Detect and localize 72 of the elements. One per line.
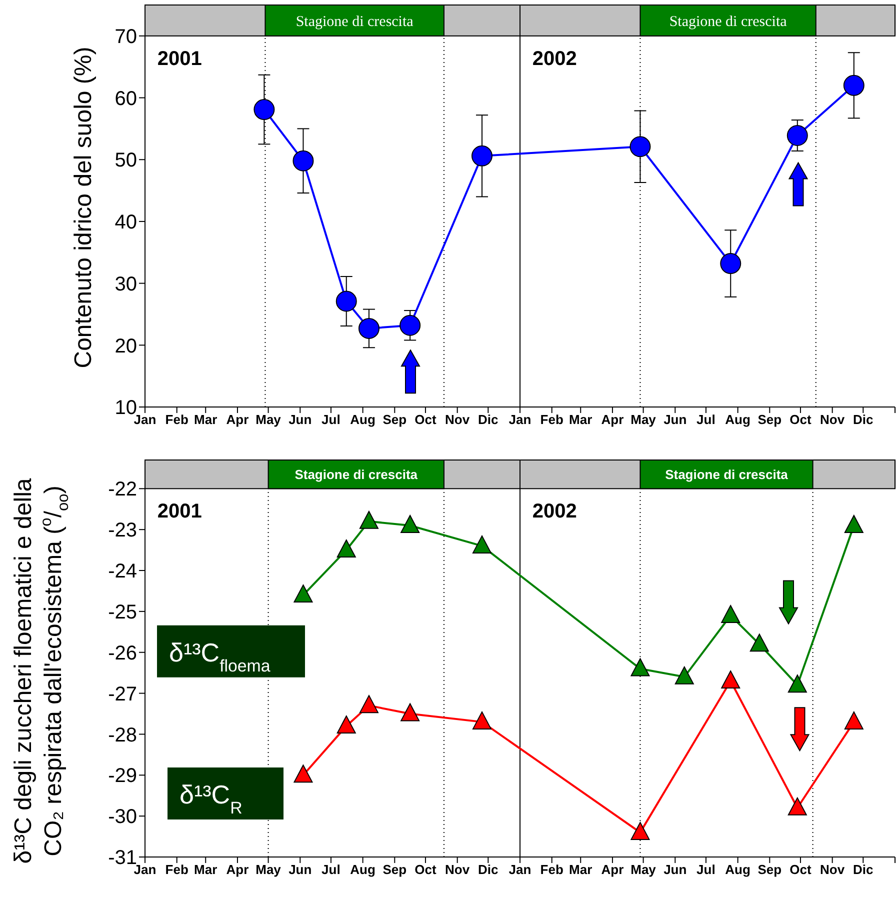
y-tick-label: 40 [114, 212, 137, 234]
annotation: Stagione di crescita [294, 466, 418, 482]
annotation: 2002 [532, 500, 577, 523]
x-tick-label: Nov [445, 412, 470, 428]
text: δ¹³C$_{R}$ [180, 779, 242, 817]
x-tick-label: Aug [350, 412, 376, 428]
x-tick-label: Apr [601, 862, 624, 878]
y-tick-label: -29 [108, 765, 137, 788]
y-tick-label: -23 [108, 520, 137, 542]
x-tick-label: Mar [194, 862, 218, 878]
series-label: δ¹³C$_{floema}$ [169, 637, 271, 675]
x-tick-label: Jul [696, 412, 716, 428]
x-tick-label: Mar [569, 862, 592, 878]
x-tick-label: Jun [664, 862, 687, 878]
x-tick-label: Oct [790, 862, 812, 878]
x-tick-label: Sep [758, 412, 782, 428]
x-tick-label: May [256, 412, 282, 428]
x-tick-label: Sep [382, 862, 407, 878]
x-tick-label: May [256, 862, 282, 878]
x-tick-label: Nov [820, 862, 846, 878]
x-tick-label: Nov [445, 862, 470, 878]
annotation: Stagione di crescita [296, 14, 414, 30]
x-tick-label: Dic [478, 862, 498, 878]
x-tick-label: Aug [725, 862, 750, 878]
x-tick-label: Feb [165, 862, 188, 878]
x-tick-label: Mar [194, 412, 218, 428]
x-tick-label: Dic [853, 412, 874, 428]
annotation: 2001 [157, 500, 202, 523]
x-tick-label: May [630, 412, 657, 428]
x-tick-label: Feb [165, 412, 188, 428]
y-tick-label: 50 [114, 150, 137, 172]
x-tick-label: Apr [226, 862, 249, 878]
annotation: 2002 [532, 48, 577, 70]
y-tick-label: 60 [114, 88, 137, 110]
x-tick-label: Aug [725, 412, 750, 428]
x-tick-label: Apr [226, 412, 249, 428]
y-tick-label: -24 [108, 560, 137, 583]
y-tick-label: 30 [114, 273, 137, 296]
x-tick-label: Jun [288, 412, 312, 428]
x-tick-label: Jul [322, 862, 340, 878]
y-tick-label: -27 [108, 683, 137, 706]
x-tick-label: Dic [478, 412, 498, 428]
x-tick-label: May [630, 862, 657, 878]
x-tick-label: Sep [382, 412, 407, 428]
x-tick-label: Apr [601, 412, 624, 428]
x-tick-label: Jul [322, 412, 340, 428]
x-tick-label: Oct [414, 862, 437, 878]
x-tick-label: Feb [540, 862, 564, 878]
annotation: Stagione di crescita [665, 466, 789, 482]
y-tick-label: -22 [108, 478, 137, 501]
x-tick-label: Sep [758, 862, 782, 878]
y-tick-label: -25 [108, 602, 137, 624]
x-tick-label: Jun [288, 862, 312, 878]
x-tick-label: Aug [350, 862, 376, 878]
x-tick-label: Oct [790, 412, 812, 428]
annotation: Stagione di crescita [669, 14, 788, 30]
y-tick-label: -26 [108, 642, 137, 664]
x-tick-label: Jan [508, 862, 532, 878]
x-tick-label: Jun [664, 412, 687, 428]
x-tick-label: Nov [820, 412, 846, 428]
x-tick-label: Mar [569, 412, 592, 428]
y-tick-label: -28 [108, 724, 137, 746]
annotation: 2001 [157, 48, 202, 70]
x-tick-label: Oct [414, 412, 437, 428]
x-tick-label: Feb [540, 412, 564, 428]
y-tick-label: -30 [108, 806, 137, 828]
y-tick-label: 70 [114, 26, 137, 48]
y-axis-title: Contenuto idrico del suolo (%) [70, 46, 98, 368]
x-tick-label: Jul [696, 862, 716, 878]
x-tick-label: Jan [508, 412, 532, 428]
y-tick-label: 20 [114, 335, 137, 358]
x-tick-label: Dic [853, 862, 874, 878]
